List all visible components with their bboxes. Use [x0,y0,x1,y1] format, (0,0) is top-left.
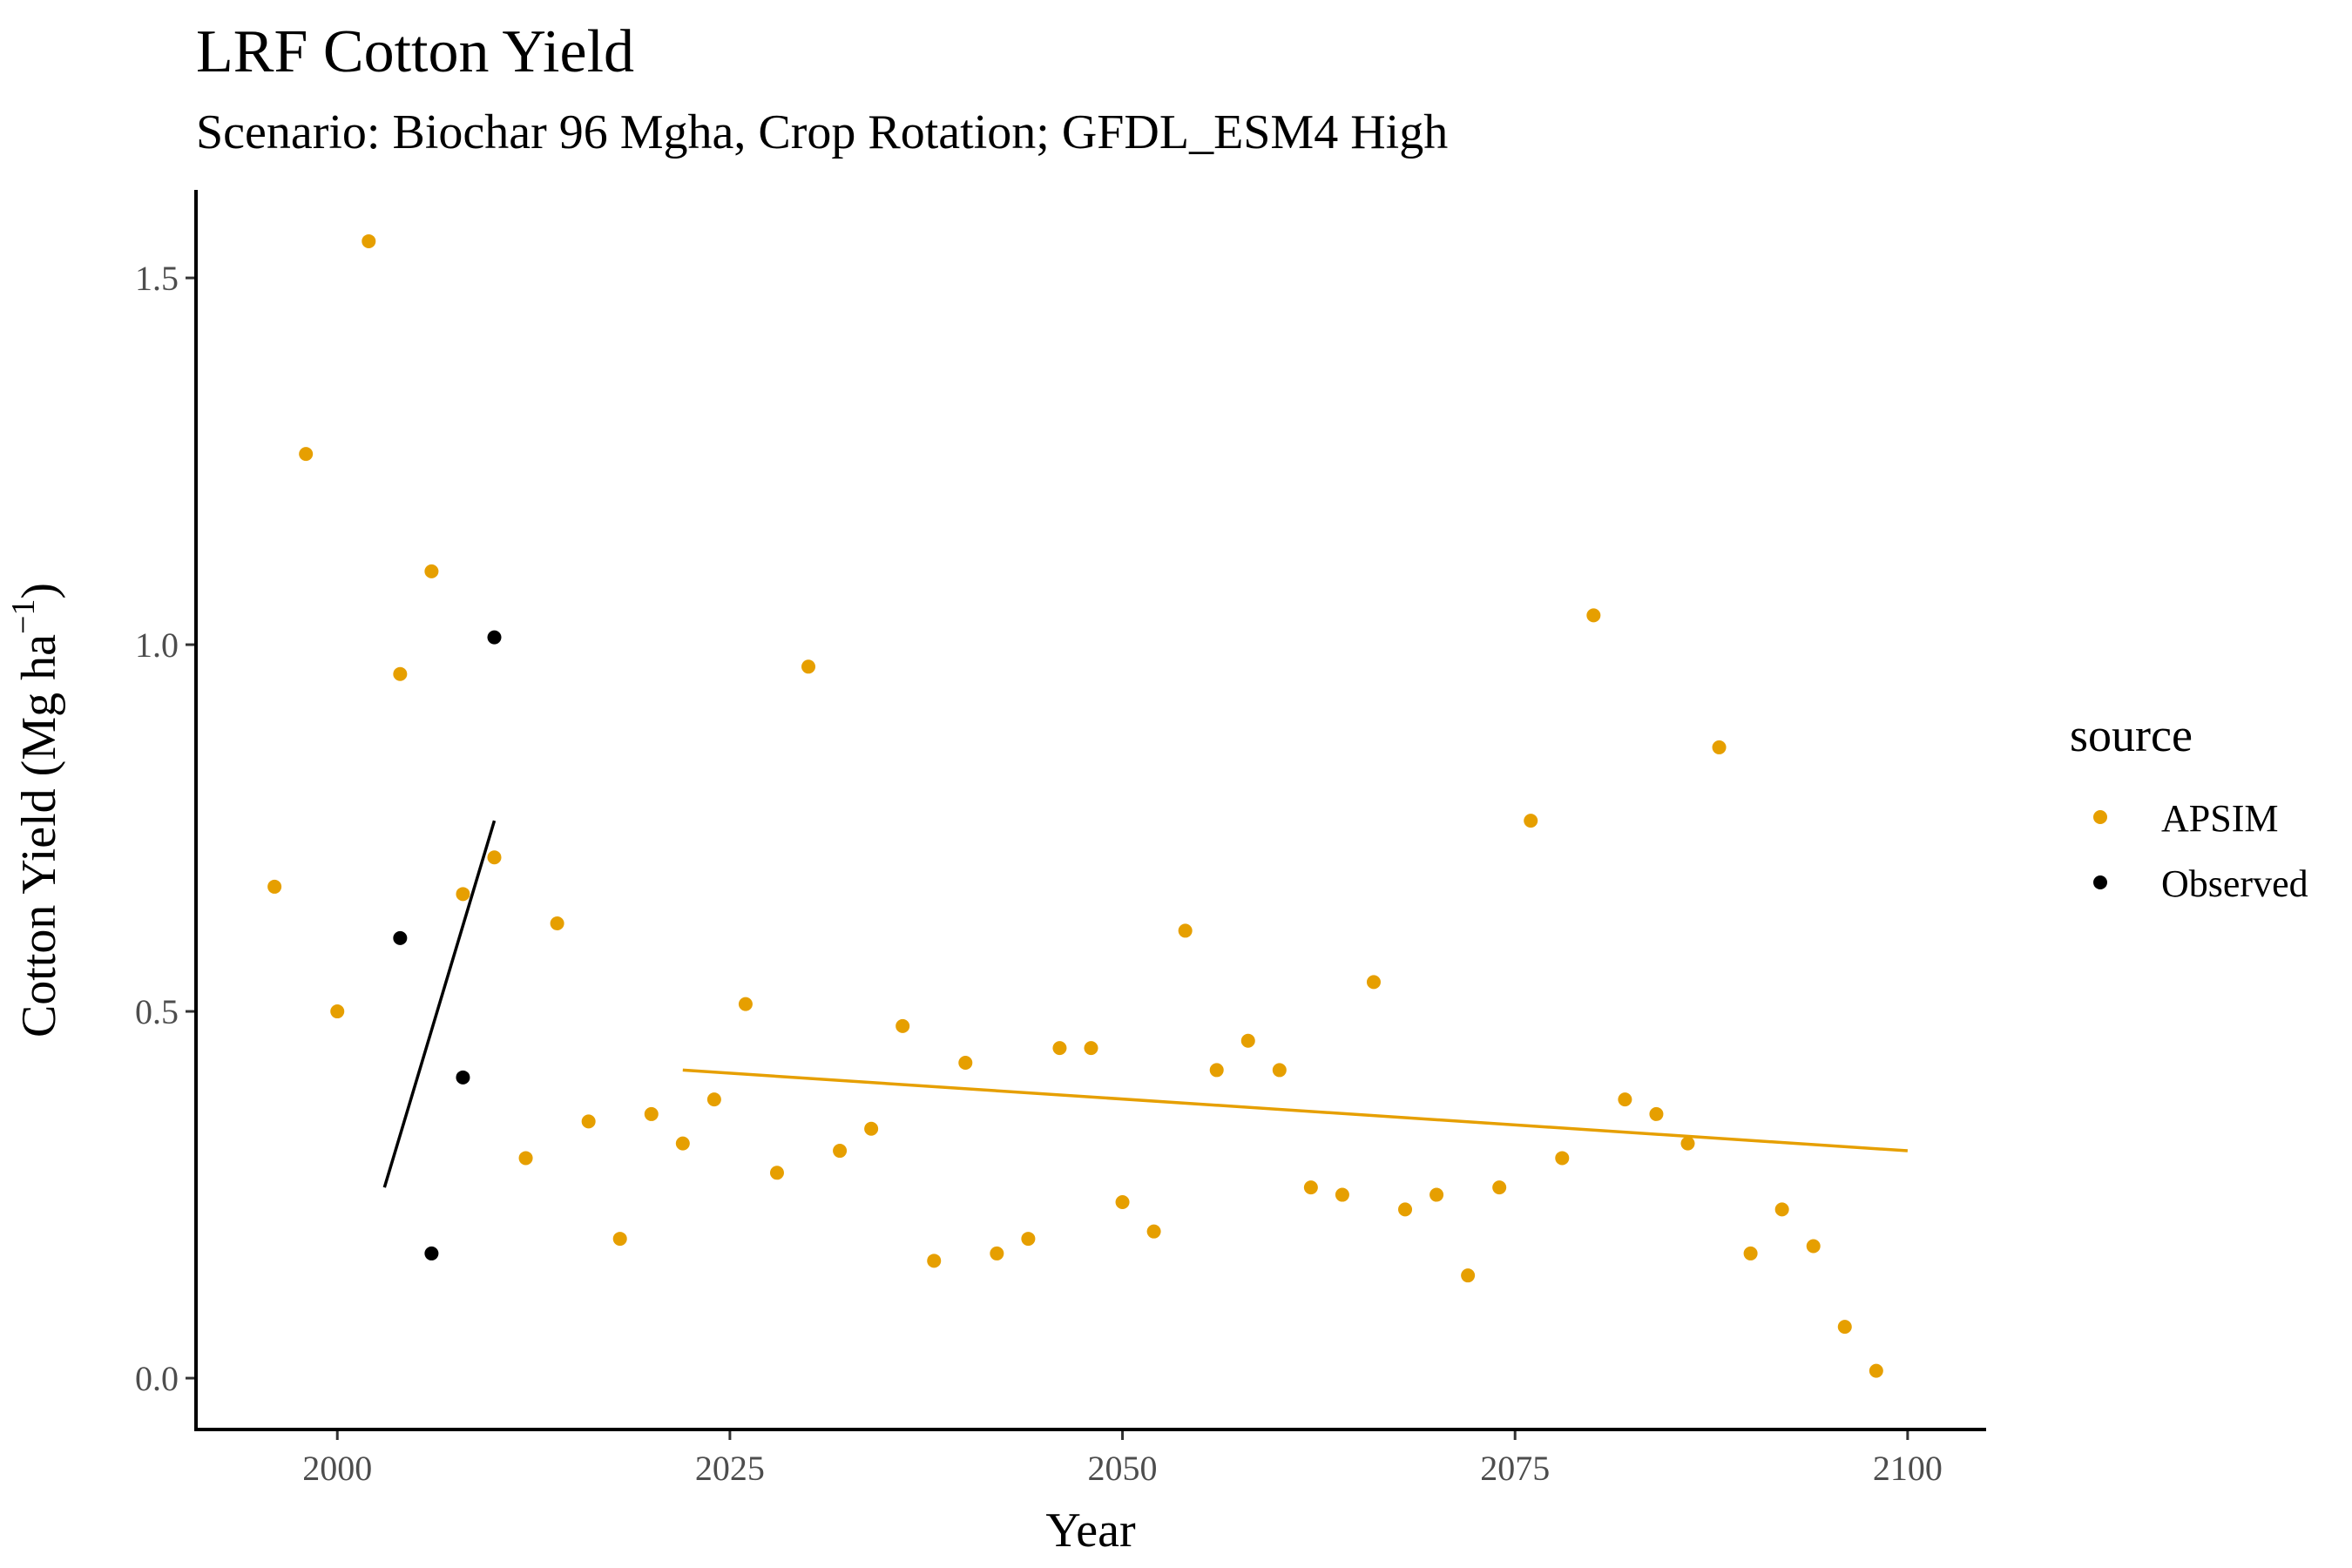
data-point-apsim [1021,1232,1036,1247]
data-point-apsim [424,564,439,578]
x-tick-label: 2100 [1873,1449,1943,1488]
data-point-apsim [1115,1194,1130,1209]
chart-title: LRF Cotton Yield [196,18,634,85]
x-axis-title: Year [1045,1504,1136,1558]
data-point-apsim [1492,1180,1507,1195]
data-point-apsim [1398,1202,1413,1217]
x-tick-label: 2075 [1480,1449,1550,1488]
data-point-apsim [518,1151,533,1166]
data-point-apsim [1586,608,1601,623]
trend-lines [382,820,1908,1188]
data-point-apsim [1649,1106,1664,1121]
data-point-apsim [1774,1202,1789,1217]
x-tick-label: 2050 [1088,1449,1158,1488]
data-point-apsim [833,1144,848,1159]
data-point-apsim [801,659,816,674]
x-tick-label: 2000 [302,1449,372,1488]
data-point-apsim [330,1004,345,1019]
data-point-apsim [958,1055,973,1070]
legend-label-observed: Observed [2161,862,2308,905]
trend-line-observed [382,820,497,1188]
y-axis-title-superscript: −1 [5,599,42,634]
data-point-observed [487,630,502,645]
data-point-apsim [299,447,314,462]
data-point-apsim [1429,1187,1444,1202]
data-point-apsim [1555,1151,1570,1166]
y-tick-label: 1.0 [135,625,179,665]
data-point-observed [456,1070,470,1085]
data-point-apsim [1869,1363,1883,1378]
data-point-apsim [1052,1041,1067,1056]
data-point-apsim [1712,740,1727,754]
legend-title: source [2070,709,2193,761]
data-point-apsim [1303,1180,1318,1195]
y-axis-title-main: Cotton Yield (Mg ha [12,634,66,1037]
data-point-apsim [864,1121,879,1136]
data-point-apsim [1335,1187,1349,1202]
data-point-apsim [456,887,470,902]
data-point-apsim [1209,1063,1224,1078]
data-point-apsim [362,233,376,248]
data-point-apsim [487,850,502,865]
y-axis-ticks: 0.0 0.5 1.0 1.5 [135,259,196,1398]
data-point-apsim [1618,1092,1632,1107]
data-point-apsim [612,1232,627,1247]
data-point-apsim [1461,1268,1476,1283]
data-point-apsim [267,879,282,894]
legend-key-observed [2093,875,2107,889]
legend: source APSIM Observed [2070,709,2308,905]
data-point-apsim [706,1092,721,1107]
data-point-apsim [1178,923,1193,938]
x-tick-label: 2025 [695,1449,765,1488]
legend-label-apsim: APSIM [2161,797,2279,840]
y-tick-label: 0.5 [135,992,179,1031]
chart-subtitle: Scenario: Biochar 96 Mgha, Crop Rotation… [196,105,1448,159]
data-point-apsim [1524,814,1538,828]
legend-key-apsim [2093,810,2107,824]
data-point-apsim [1240,1033,1255,1048]
data-point-apsim [581,1114,596,1129]
data-point-apsim [1837,1320,1852,1335]
y-tick-label: 1.5 [135,259,179,298]
data-point-apsim [1743,1246,1758,1260]
x-axis-ticks: 2000 2025 2050 2075 2100 [302,1429,1943,1488]
trend-line-apsim [682,1068,1908,1152]
data-point-apsim [1272,1063,1287,1078]
y-axis-title: Cotton Yield (Mg ha−1) [5,583,66,1037]
data-point-apsim [927,1254,942,1268]
data-point-apsim [896,1018,910,1033]
data-point-apsim [1146,1224,1161,1239]
data-point-apsim [769,1166,784,1180]
data-point-apsim [1680,1136,1695,1151]
data-point-apsim [1806,1239,1821,1254]
data-point-apsim [1084,1041,1098,1056]
data-point-apsim [1366,975,1381,990]
y-tick-label: 0.0 [135,1359,179,1398]
data-point-apsim [675,1136,690,1151]
data-point-observed [393,930,408,945]
data-point-apsim [644,1106,659,1121]
data-point-observed [424,1246,439,1260]
data-point-apsim [393,666,408,681]
data-point-apsim [990,1246,1004,1260]
data-points [267,233,1883,1378]
data-point-apsim [738,997,753,1011]
y-axis-title-close: ) [12,583,66,599]
data-point-apsim [550,916,564,931]
